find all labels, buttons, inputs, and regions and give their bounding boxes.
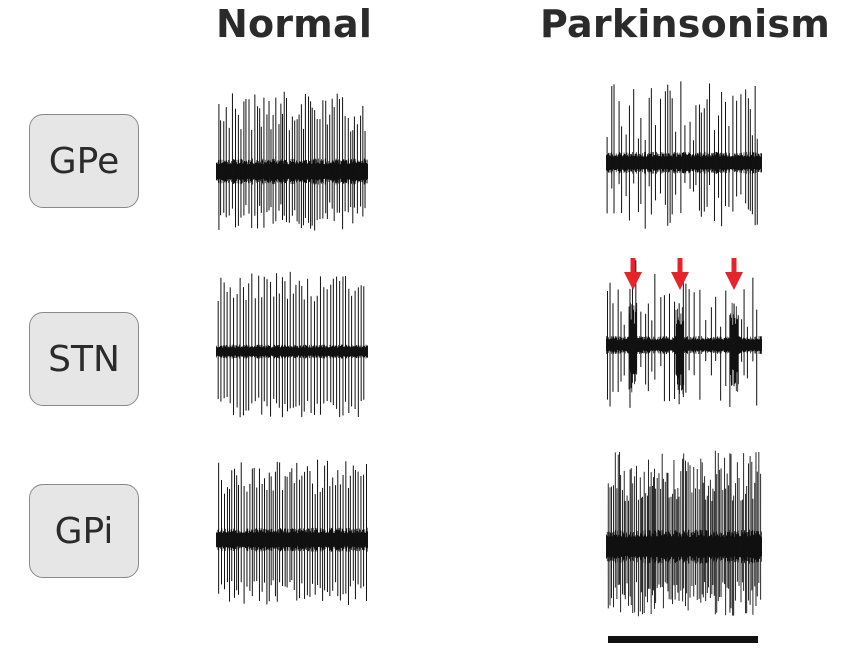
trace-spikes <box>607 450 762 617</box>
spike-trace-parkinsonism-gpe <box>606 81 762 229</box>
column-title-normal: Normal <box>215 2 373 46</box>
spike-trace-normal-stn <box>216 271 368 418</box>
trace-spikes <box>606 81 758 229</box>
spike-trace-parkinsonism-stn <box>606 258 762 408</box>
burst-arrow-2 <box>671 258 689 290</box>
trace-spikes <box>218 91 366 231</box>
burst-arrow-1 <box>624 258 642 290</box>
burst-arrow-3 <box>725 258 743 290</box>
column-title-parkinsonism: Parkinsonism <box>540 2 830 46</box>
region-label-gpi: GPi <box>29 484 139 578</box>
region-label-gpe: GPe <box>29 114 139 208</box>
spike-trace-normal-gpe <box>216 91 368 231</box>
time-scale-bar <box>608 636 758 643</box>
burst-patch-3 <box>729 302 739 392</box>
spike-trace-normal-gpi <box>216 459 368 605</box>
trace-noise-band <box>216 344 368 359</box>
burst-patch-1 <box>628 302 638 393</box>
trace-spikes <box>218 459 367 605</box>
region-label-stn: STN <box>29 312 139 406</box>
trace-spikes <box>217 271 365 418</box>
spike-trace-parkinsonism-gpi <box>606 450 762 617</box>
burst-patch-2 <box>675 307 685 395</box>
